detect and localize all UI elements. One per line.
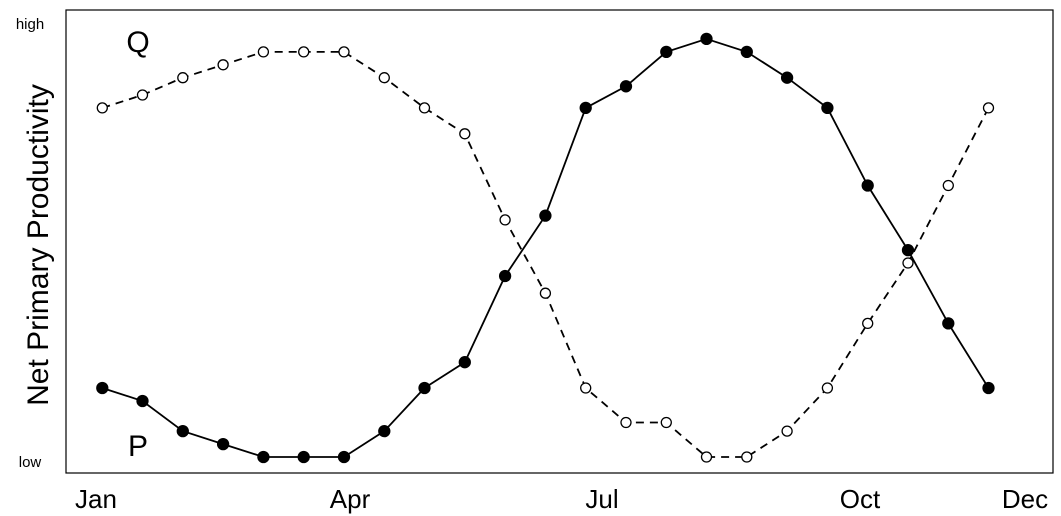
data-point-q-22 bbox=[942, 179, 954, 192]
data-point-p-21 bbox=[901, 243, 915, 257]
data-point-p-1 bbox=[96, 381, 109, 395]
x-tick-jan: Jan bbox=[75, 484, 117, 514]
data-point-p-4 bbox=[216, 437, 230, 451]
data-point-q-16 bbox=[700, 451, 713, 463]
data-point-p-9 bbox=[418, 381, 431, 395]
data-point-p-12 bbox=[539, 209, 552, 222]
data-point-q-20 bbox=[862, 317, 874, 330]
x-tick-oct: Oct bbox=[840, 484, 881, 514]
data-point-p-16 bbox=[700, 32, 713, 46]
series-label-q: Q bbox=[126, 26, 149, 59]
data-point-q-2 bbox=[136, 89, 149, 101]
data-point-p-11 bbox=[498, 269, 512, 283]
y-tick-high: high bbox=[16, 16, 44, 33]
data-point-p-6 bbox=[297, 450, 310, 464]
data-point-q-10 bbox=[459, 128, 471, 140]
data-point-p-19 bbox=[821, 101, 834, 115]
data-point-p-22 bbox=[942, 317, 955, 330]
data-point-p-10 bbox=[458, 356, 471, 369]
y-axis-label: Net Primary Productivity bbox=[22, 84, 55, 406]
data-point-q-17 bbox=[741, 451, 753, 463]
data-point-p-2 bbox=[136, 394, 149, 408]
data-point-p-3 bbox=[176, 424, 189, 438]
data-point-p-23 bbox=[982, 381, 995, 395]
data-point-q-23 bbox=[982, 102, 995, 114]
data-point-p-14 bbox=[619, 80, 633, 93]
y-tick-low: low bbox=[19, 454, 42, 471]
data-point-q-15 bbox=[660, 416, 672, 429]
data-point-p-18 bbox=[780, 71, 794, 84]
data-point-p-13 bbox=[579, 101, 592, 115]
data-point-q-8 bbox=[378, 72, 390, 84]
data-point-p-17 bbox=[740, 45, 753, 59]
data-point-q-1 bbox=[96, 102, 108, 114]
series-label-p: P bbox=[128, 430, 148, 463]
data-point-p-5 bbox=[257, 450, 270, 464]
data-point-p-15 bbox=[660, 45, 673, 59]
data-point-q-18 bbox=[781, 425, 793, 437]
data-point-q-9 bbox=[418, 102, 431, 114]
data-point-p-8 bbox=[378, 424, 391, 438]
data-point-q-5 bbox=[257, 46, 270, 58]
x-tick-apr: Apr bbox=[330, 484, 371, 514]
plot-frame bbox=[65, 9, 1054, 474]
data-point-q-13 bbox=[580, 382, 592, 394]
x-tick-dec: Dec bbox=[1002, 484, 1048, 514]
data-point-q-21 bbox=[902, 257, 914, 269]
series-line-q bbox=[102, 51, 990, 458]
data-point-q-6 bbox=[298, 46, 310, 58]
data-point-q-4 bbox=[217, 59, 229, 71]
data-point-q-11 bbox=[499, 214, 511, 226]
data-point-p-20 bbox=[861, 179, 874, 192]
data-point-p-7 bbox=[337, 450, 351, 464]
data-point-q-12 bbox=[539, 287, 552, 299]
data-point-q-14 bbox=[620, 416, 632, 429]
data-point-q-19 bbox=[821, 382, 834, 394]
series-layer bbox=[96, 32, 995, 464]
series-line-p bbox=[102, 37, 990, 458]
x-tick-jul: Jul bbox=[585, 484, 618, 514]
data-point-q-7 bbox=[338, 46, 350, 58]
data-point-q-3 bbox=[177, 72, 189, 84]
